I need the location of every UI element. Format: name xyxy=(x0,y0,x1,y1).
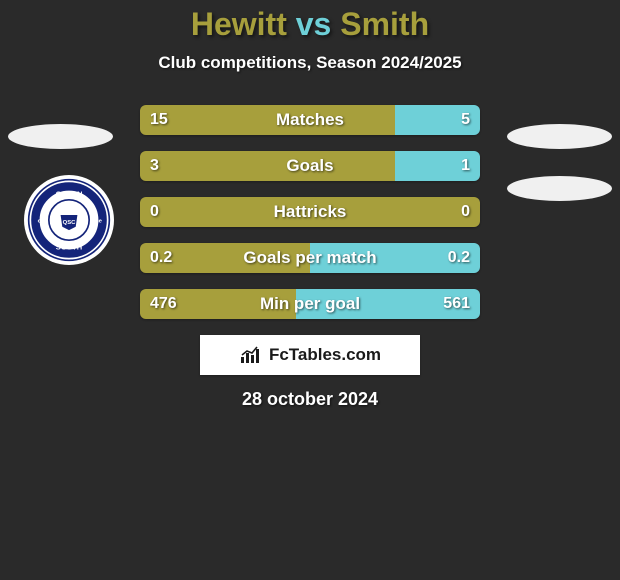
player2-club-placeholder xyxy=(507,176,612,201)
bar-chart-icon xyxy=(239,345,263,365)
player1-avatar-placeholder xyxy=(8,124,113,149)
brand-text: FcTables.com xyxy=(269,345,381,365)
svg-text:QUEEN: QUEEN xyxy=(56,189,83,198)
svg-text:SOUTH: SOUTH xyxy=(56,242,82,251)
stat-value-right: 0 xyxy=(461,197,470,227)
date-text: 28 october 2024 xyxy=(0,389,620,410)
stat-label: Hattricks xyxy=(140,197,480,227)
stat-value-right: 0.2 xyxy=(448,243,470,273)
subtitle: Club competitions, Season 2024/2025 xyxy=(0,53,620,73)
svg-text:QSC: QSC xyxy=(63,220,76,226)
stat-value-right: 5 xyxy=(461,105,470,135)
player2-name: Smith xyxy=(340,6,429,42)
player1-name: Hewitt xyxy=(191,6,287,42)
queen-of-the-south-icon: QUEEN SOUTH of the QSC xyxy=(27,178,111,262)
stat-row-goals-per-match: 0.2 Goals per match 0.2 xyxy=(140,243,480,273)
stats-bars: 15 Matches 5 3 Goals 1 0 Hattricks 0 0.2… xyxy=(140,105,480,319)
player1-club-badge: QUEEN SOUTH of the QSC xyxy=(24,175,114,265)
svg-text:the: the xyxy=(93,219,103,225)
stat-label: Goals xyxy=(140,151,480,181)
stat-value-right: 561 xyxy=(443,289,470,319)
stat-row-min-per-goal: 476 Min per goal 561 xyxy=(140,289,480,319)
stat-label: Matches xyxy=(140,105,480,135)
stat-label: Goals per match xyxy=(140,243,480,273)
player2-avatar-placeholder xyxy=(507,124,612,149)
stat-value-right: 1 xyxy=(461,151,470,181)
svg-text:of: of xyxy=(38,219,44,225)
stat-row-matches: 15 Matches 5 xyxy=(140,105,480,135)
vs-text: vs xyxy=(296,6,332,42)
stat-label: Min per goal xyxy=(140,289,480,319)
comparison-infographic: Hewitt vs Smith Club competitions, Seaso… xyxy=(0,0,620,410)
page-title: Hewitt vs Smith xyxy=(0,6,620,43)
brand-badge: FcTables.com xyxy=(200,335,420,375)
stat-row-goals: 3 Goals 1 xyxy=(140,151,480,181)
stat-row-hattricks: 0 Hattricks 0 xyxy=(140,197,480,227)
